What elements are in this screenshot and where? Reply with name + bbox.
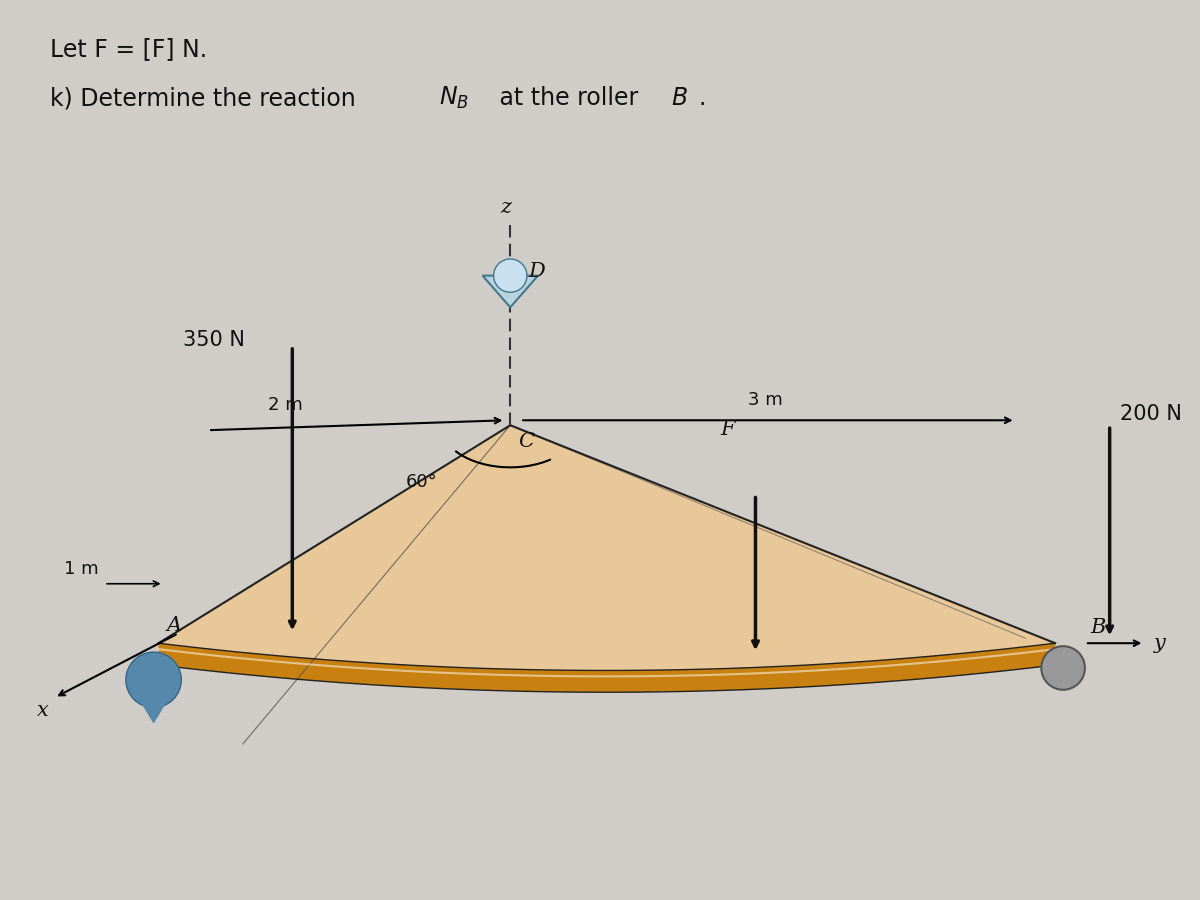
Text: at the roller: at the roller [492, 86, 646, 111]
Text: .: . [698, 86, 706, 111]
Text: 2 m: 2 m [268, 396, 302, 414]
Polygon shape [482, 275, 538, 307]
Text: 350 N: 350 N [184, 330, 245, 350]
Text: k) Determine the reaction: k) Determine the reaction [49, 86, 362, 111]
Text: y: y [1154, 634, 1166, 652]
Polygon shape [142, 703, 166, 723]
Text: A: A [167, 616, 181, 635]
Text: 60°: 60° [407, 472, 438, 490]
Text: C: C [518, 432, 534, 451]
Text: x: x [37, 700, 48, 719]
Text: $B$: $B$ [671, 86, 688, 111]
Text: $N_B$: $N_B$ [439, 86, 469, 112]
Text: 3 m: 3 m [748, 392, 782, 410]
Polygon shape [158, 425, 1055, 670]
Text: z: z [500, 198, 511, 217]
Polygon shape [158, 644, 1055, 692]
Text: 200 N: 200 N [1120, 404, 1182, 424]
Circle shape [1042, 646, 1085, 689]
Text: B: B [1090, 618, 1105, 637]
Text: Let F = [F] N.: Let F = [F] N. [49, 37, 206, 61]
Text: D: D [528, 262, 545, 281]
Text: F: F [721, 420, 736, 439]
Text: 1 m: 1 m [65, 560, 100, 578]
Circle shape [493, 259, 527, 292]
Circle shape [126, 652, 181, 707]
